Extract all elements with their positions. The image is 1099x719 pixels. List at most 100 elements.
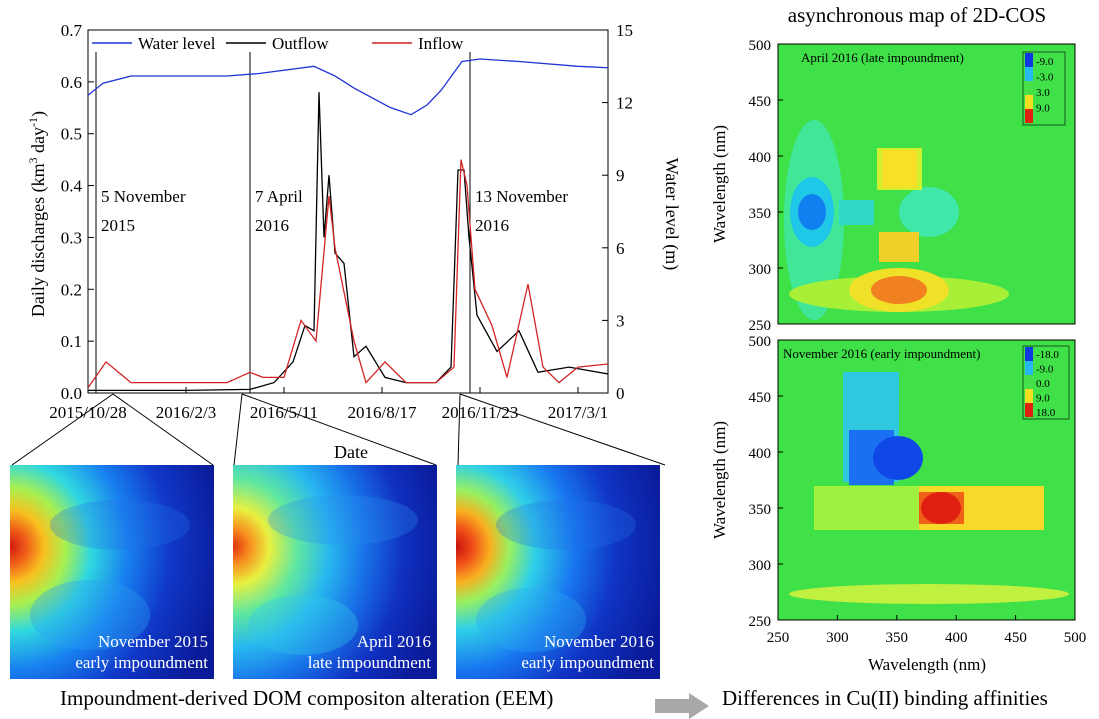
annotation-line2: 2016	[255, 216, 289, 235]
left-tick-label: 0.7	[61, 21, 83, 40]
cos-bottom-y-tick-label: 250	[749, 614, 772, 630]
left-tick-label: 0.6	[61, 73, 82, 92]
x-tick-label: 2016/5/11	[250, 403, 318, 422]
series-water-level-line	[88, 58, 608, 116]
cos-top-y-tick-label: 350	[749, 206, 772, 222]
cos-top-y-tick-label: 500	[749, 38, 772, 54]
left-tick-label: 0.5	[61, 125, 82, 144]
cos-x-tick-label: 250	[767, 630, 790, 646]
annotation-line1: 7 April	[255, 187, 303, 206]
legend: Water level Outflow Inflow	[92, 34, 464, 53]
plot-frame	[87, 29, 609, 394]
eem-caption-line2: late impoundment	[307, 653, 431, 672]
eem-caption-line2: early impoundment	[521, 653, 654, 672]
connector-lines	[11, 393, 666, 466]
cos-top-y-tick-label: 450	[749, 94, 772, 110]
eem-heatmap	[10, 465, 214, 679]
right-tick-label: 9	[616, 166, 625, 185]
cos-top-ylabel: Wavelength (nm)	[710, 125, 729, 243]
bottom-caption-right: Differences in Cu(II) binding affinities	[722, 686, 1048, 710]
right-tick-label: 3	[616, 311, 625, 330]
cos-top-y-tick-label: 300	[749, 262, 772, 278]
eem-panel-nov-2016: November 2016 early impoundment	[456, 465, 660, 679]
left-tick-label: 0.2	[61, 280, 82, 299]
cos-top-y-ticks: 250 300 350 400 450 500	[749, 38, 783, 334]
cos-bottom-y-tick-label: 300	[749, 558, 772, 574]
legend-label: Outflow	[272, 34, 329, 53]
right-tick-label: 6	[616, 239, 625, 258]
y-axis-title-left: Daily discharges (km3 day-1)	[26, 111, 49, 317]
cos-x-tick-label: 400	[945, 630, 968, 646]
cos-x-tick-label: 350	[886, 630, 909, 646]
cos-x-tick-label: 450	[1004, 630, 1027, 646]
right-axis-ticks: 0 3 6 9 12 15	[602, 21, 633, 403]
eem-panel-apr-2016: April 2016 late impoundment	[233, 465, 437, 679]
eem-caption-line1: November 2015	[97, 632, 208, 651]
right-tick-label: 15	[616, 21, 633, 40]
cos-bottom-ylabel: Wavelength (nm)	[710, 421, 729, 539]
series-outflow-line	[88, 92, 608, 392]
eem-heatmap	[233, 465, 437, 679]
cos-bottom-y-tick-label: 400	[749, 446, 772, 462]
cos-map-november-2016	[778, 340, 1075, 620]
cos-top-y-tick-label: 400	[749, 150, 772, 166]
cos-top-y-tick-label: 250	[749, 318, 772, 334]
colorbar-tick-label: -18.0	[1036, 349, 1059, 361]
eem-caption-line1: November 2016	[543, 632, 654, 651]
colorbar-bottom	[1022, 345, 1070, 420]
right-tick-label: 0	[616, 384, 625, 403]
series-inflow-line	[88, 159, 608, 389]
legend-label: Inflow	[418, 34, 464, 53]
cos-xlabel: Wavelength (nm)	[868, 655, 986, 674]
left-axis-ticks: 0.0 0.1 0.2 0.3 0.4 0.5 0.6 0.7	[61, 21, 94, 403]
cos-bottom-y-tick-label: 450	[749, 390, 772, 406]
eem-caption: November 2016 early impoundment	[521, 631, 654, 673]
annotation-line1: 13 November	[475, 187, 568, 206]
left-tick-label: 0.1	[61, 332, 82, 351]
annotation-line1: 5 November	[101, 187, 186, 206]
x-tick-label: 2017/3/1	[548, 403, 608, 422]
right-tick-label: 12	[616, 94, 633, 113]
colorbar-tick-label: -3.0	[1036, 72, 1054, 84]
annotations: 5 November 2015 7 April 2016 13 November 2016	[101, 187, 568, 235]
left-tick-label: 0.0	[61, 384, 82, 403]
colorbar-tick-label: 9.0	[1036, 103, 1050, 115]
colorbar-tick-label: 3.0	[1036, 87, 1050, 99]
bottom-caption-left: Impoundment-derived DOM compositon alter…	[60, 686, 554, 710]
annotation-line2: 2016	[475, 216, 509, 235]
colorbar-tick-label: 9.0	[1036, 393, 1050, 405]
cos-panel-label-top: April 2016 (late impoundment)	[801, 50, 964, 65]
y-axis-title-right: Water level (m)	[661, 158, 682, 271]
eem-caption: November 2015 early impoundment	[75, 631, 208, 673]
colorbar-tick-label: 18.0	[1036, 407, 1056, 419]
x-axis-title: Date	[334, 442, 368, 462]
eem-caption-line2: early impoundment	[75, 653, 208, 672]
2d-cos-maps: asynchronous map of 2D-COS April 2016 (l…	[710, 3, 1087, 674]
cos-panel-label-bottom: November 2016 (early impoundment)	[783, 346, 980, 361]
colorbar-bottom-ticks: -18.0 -9.0 0.0 9.0 18.0	[1036, 349, 1059, 419]
cos-title: asynchronous map of 2D-COS	[788, 3, 1046, 27]
eem-caption: April 2016 late impoundment	[308, 631, 431, 673]
eem-caption-line1: April 2016	[356, 632, 431, 651]
colorbar-tick-label: -9.0	[1036, 56, 1054, 68]
x-tick-label: 2016/2/3	[156, 403, 216, 422]
cos-x-ticks: 250 300 350 400 450 500	[767, 615, 1087, 646]
x-tick-label: 2015/10/28	[49, 403, 126, 422]
series-lines	[88, 58, 608, 392]
colorbar-top	[1022, 51, 1066, 126]
cos-x-tick-label: 500	[1064, 630, 1087, 646]
annotation-line2: 2015	[101, 216, 135, 235]
x-tick-label: 2016/8/17	[348, 403, 417, 422]
left-tick-label: 0.3	[61, 228, 82, 247]
colorbar-top-ticks: -9.0 -3.0 3.0 9.0	[1036, 56, 1054, 115]
cos-x-tick-label: 300	[826, 630, 849, 646]
colorbar-tick-label: 0.0	[1036, 378, 1050, 390]
eem-heatmap	[456, 465, 660, 679]
cos-bottom-y-tick-label: 350	[749, 502, 772, 518]
arrow-right-icon	[655, 693, 709, 719]
legend-label: Water level	[138, 34, 216, 53]
left-tick-label: 0.4	[61, 177, 83, 196]
discharge-water-level-chart: 0.0 0.1 0.2 0.3 0.4 0.5 0.6 0.7 0 3 6 9 12 15 2015/1…	[26, 21, 682, 462]
cos-bottom-y-ticks: 250 300 350 400 450 500	[749, 334, 783, 630]
cos-bottom-y-tick-label: 500	[749, 334, 772, 350]
